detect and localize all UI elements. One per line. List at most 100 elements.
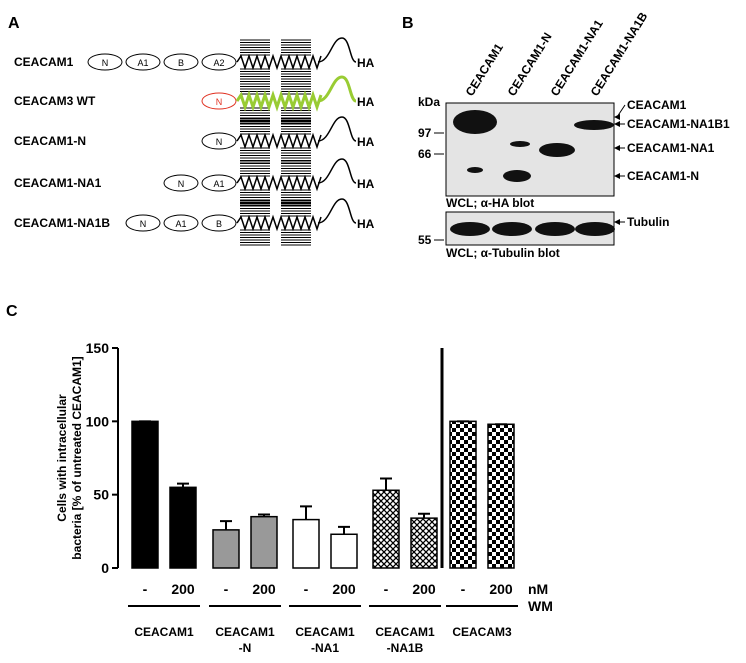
tail xyxy=(317,158,357,184)
error-bar xyxy=(220,520,232,530)
blot-caption: WCL; α-Tubulin blot xyxy=(446,246,560,260)
x-tick-label: 200 xyxy=(332,581,356,597)
construct-name: CEACAM1-N xyxy=(14,134,86,148)
error-bar xyxy=(177,482,189,488)
domain-label: A1 xyxy=(137,58,148,68)
domain-label: N xyxy=(102,58,109,68)
y-tick-label: 50 xyxy=(93,487,109,503)
domain-label: B xyxy=(216,219,222,229)
domain-label: B xyxy=(178,58,184,68)
lane-label: CEACAM1-N xyxy=(505,30,555,98)
x-tick-label: 200 xyxy=(252,581,276,597)
band xyxy=(467,167,483,173)
tail xyxy=(317,37,357,63)
y-tick-label: 0 xyxy=(101,560,109,576)
band xyxy=(510,141,530,147)
bar xyxy=(410,517,438,569)
tubulin-band xyxy=(492,222,532,236)
x-tick-label: - xyxy=(224,581,229,597)
construct-name: CEACAM3 WT xyxy=(14,94,96,108)
domain xyxy=(201,92,237,110)
construct-name: CEACAM1-NA1B xyxy=(14,216,110,230)
construct-name: CEACAM1 xyxy=(14,55,74,69)
marker-label: 66 xyxy=(418,147,432,161)
group-label: CEACAM1 xyxy=(295,625,355,639)
domain xyxy=(163,214,199,232)
domain xyxy=(201,174,237,192)
error-bar xyxy=(300,505,312,520)
x-tick-label: - xyxy=(384,581,389,597)
arrow-head xyxy=(614,173,620,179)
panel-label: A xyxy=(8,15,20,32)
arrow-head xyxy=(614,114,620,120)
domain xyxy=(125,53,161,71)
treatment-label: WM xyxy=(528,598,553,614)
band-label: CEACAM1-NA1 xyxy=(627,141,715,155)
domain-label: N xyxy=(140,219,147,229)
bar xyxy=(212,529,240,569)
domain-label: N xyxy=(178,179,185,189)
band-label: CEACAM1 xyxy=(627,98,687,112)
domain-label: A1 xyxy=(175,219,186,229)
bar xyxy=(169,486,197,569)
domain xyxy=(163,53,199,71)
arrow-head xyxy=(614,145,620,151)
x-tick-label: 200 xyxy=(171,581,195,597)
domain xyxy=(87,53,123,71)
bar xyxy=(131,420,159,569)
tail xyxy=(317,75,357,103)
tubulin-band xyxy=(450,222,490,236)
transmembrane xyxy=(235,90,323,112)
group-label: -N xyxy=(239,641,252,655)
tail xyxy=(317,116,357,142)
transmembrane xyxy=(236,214,322,232)
marker-label: 55 xyxy=(418,233,432,247)
band xyxy=(453,110,497,134)
tag-label: HA xyxy=(357,135,375,149)
unit-label: kDa xyxy=(418,95,440,109)
transmembrane xyxy=(236,132,322,150)
error-bar xyxy=(338,525,350,535)
y-axis-label: Cells with intracellular xyxy=(55,394,69,522)
bar xyxy=(372,489,400,569)
tag-label: HA xyxy=(357,177,375,191)
transmembrane xyxy=(236,174,322,192)
blot-caption: WCL; α-HA blot xyxy=(446,196,534,210)
y-tick-label: 150 xyxy=(86,340,110,356)
group-label: -NA1B xyxy=(387,641,424,655)
marker-label: 97 xyxy=(418,126,432,140)
tail xyxy=(317,198,357,224)
band-label: Tubulin xyxy=(627,215,669,229)
x-tick-label: - xyxy=(304,581,309,597)
group-label: CEACAM1 xyxy=(134,625,194,639)
x-tick-label: 200 xyxy=(489,581,513,597)
y-tick-label: 100 xyxy=(86,413,110,429)
bar xyxy=(449,420,477,569)
lane-label: CEACAM1 xyxy=(463,41,506,99)
band xyxy=(503,170,531,182)
tag-label: HA xyxy=(357,95,375,109)
y-axis-label: bacteria [% of untreated CEACAM1] xyxy=(70,356,84,559)
band xyxy=(539,143,575,157)
domain-label: N xyxy=(216,137,223,147)
domain xyxy=(125,214,161,232)
group-label: CEACAM3 xyxy=(452,625,512,639)
tubulin-band xyxy=(575,222,615,236)
domain xyxy=(201,132,237,150)
bar xyxy=(250,515,278,569)
panel-label: B xyxy=(402,15,414,32)
transmembrane xyxy=(236,53,322,71)
bar xyxy=(292,518,320,569)
panel-label: C xyxy=(6,303,18,320)
dose-unit: nM xyxy=(528,581,548,597)
domain-label: A1 xyxy=(213,179,224,189)
arrow-head xyxy=(614,219,620,225)
x-tick-label: 200 xyxy=(412,581,436,597)
error-bar xyxy=(380,477,392,491)
band-label: CEACAM1-N xyxy=(627,169,699,183)
band-label: CEACAM1-NA1B1 xyxy=(627,117,730,131)
x-tick-label: - xyxy=(461,581,466,597)
domain xyxy=(201,53,237,71)
error-bar xyxy=(258,513,270,517)
